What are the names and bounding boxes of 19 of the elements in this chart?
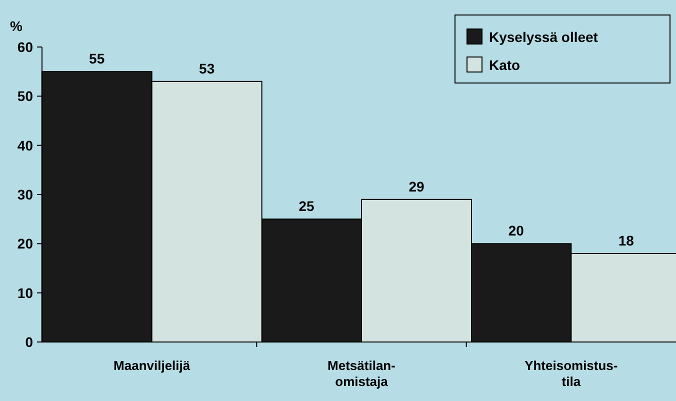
x-tick-label: Yhteisomistus- tila (524, 358, 618, 389)
y-tick-label: 60 (17, 39, 34, 55)
data-label: 18 (618, 232, 634, 248)
y-tick-label: 0 (25, 334, 34, 350)
data-label: 20 (508, 222, 524, 239)
y-axis-title: % (10, 18, 23, 34)
y-tick-label: 50 (17, 88, 34, 104)
legend-label: Kyselyssä olleet (489, 29, 598, 45)
data-label: 29 (408, 178, 424, 194)
data-label: 25 (298, 198, 314, 214)
y-tick-label: 10 (17, 284, 34, 301)
y-tick-label: 20 (17, 236, 34, 252)
legend-label: Kato (489, 57, 520, 73)
y-tick-label: 40 (17, 137, 34, 154)
y-tick-label: 30 (17, 186, 34, 202)
data-label: 53 (199, 60, 215, 76)
x-tick-label: Maanviljelijä (114, 358, 191, 373)
data-label: 55 (89, 50, 105, 67)
x-tick-label: Metsätilan- omistaja (328, 358, 396, 389)
